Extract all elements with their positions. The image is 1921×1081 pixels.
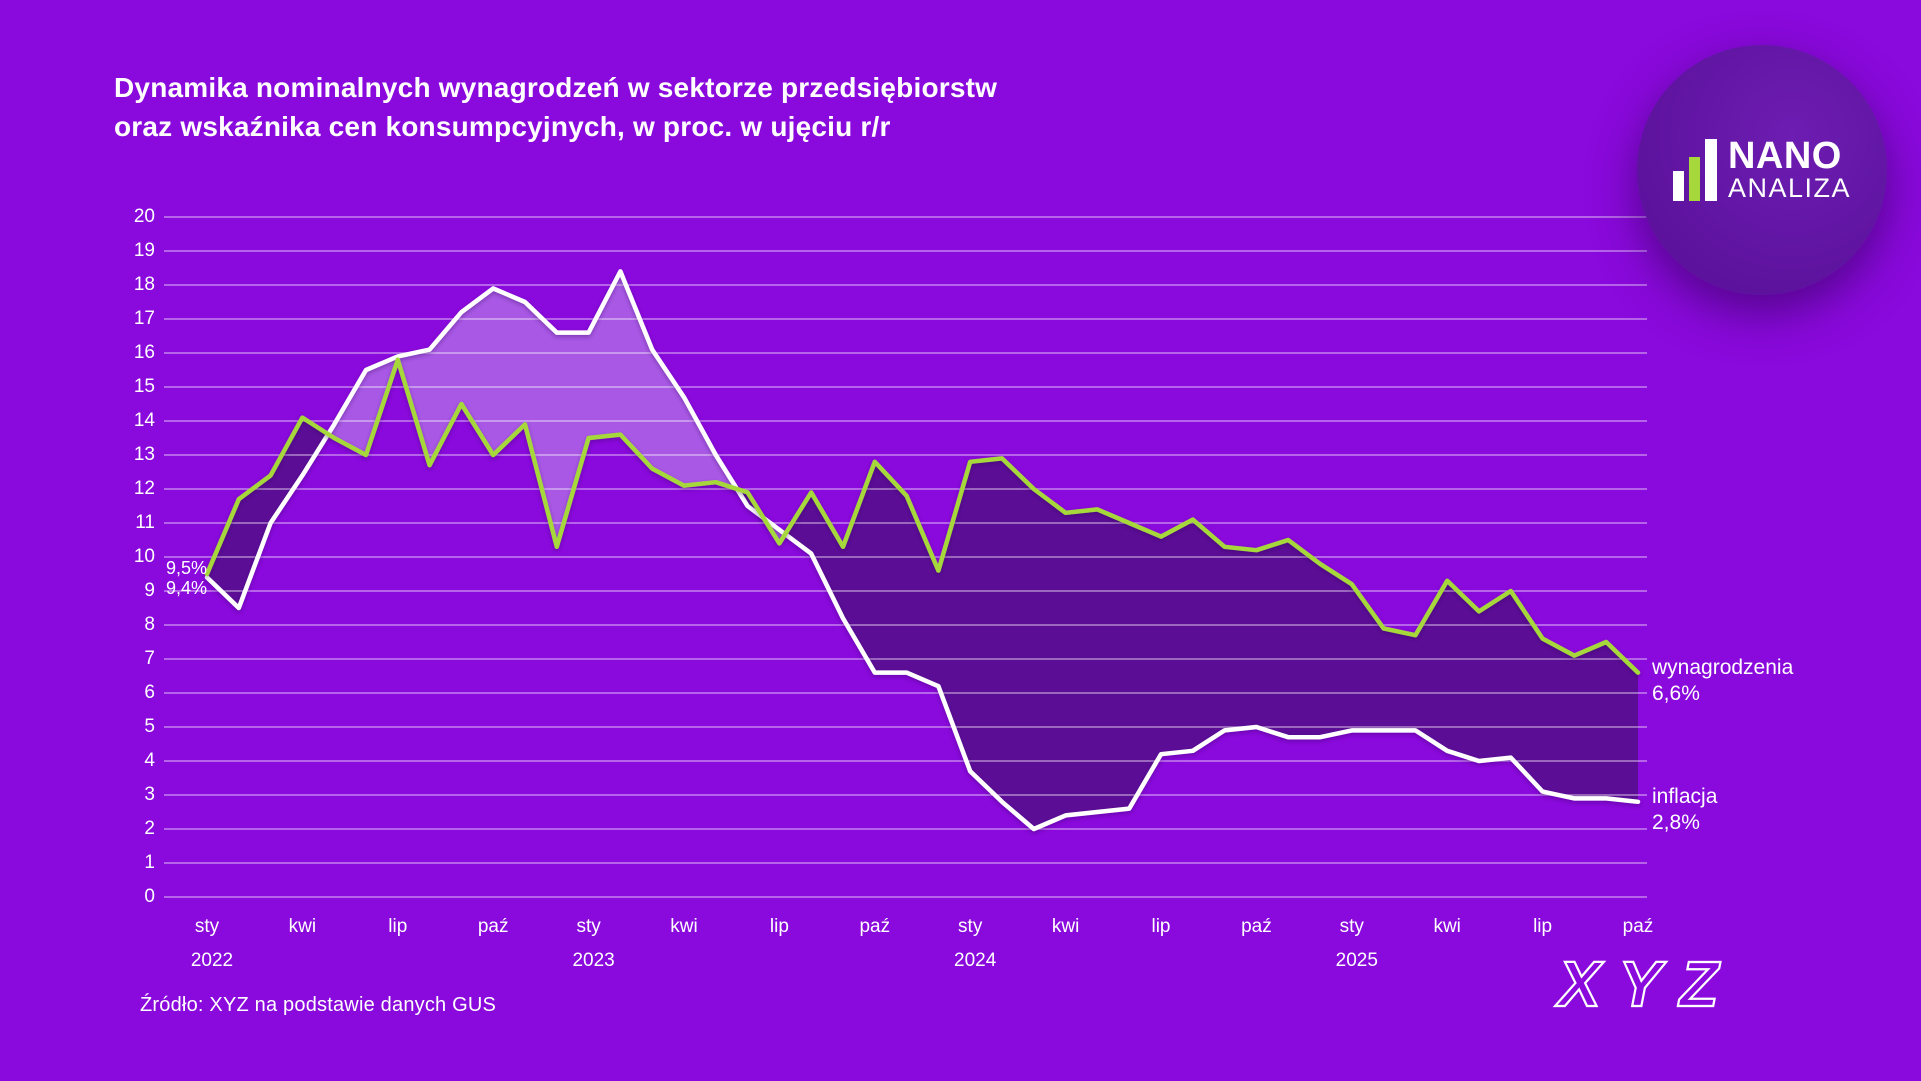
inflation-start-annotation: 9,4% (166, 578, 208, 598)
y-axis-label: 18 (133, 274, 155, 295)
y-axis-label: 17 (133, 308, 155, 329)
y-axis-label: 9 (144, 580, 155, 601)
bar-chart-icon (1672, 139, 1717, 201)
inflation-series-label: inflacja (1652, 785, 1718, 808)
x-axis-month-label: paź (1241, 916, 1272, 937)
wages-series-label: wynagrodzenia (1652, 656, 1794, 679)
x-axis-month-label: paź (1622, 916, 1654, 937)
footer-xyz-logo-text: XYZ (1555, 948, 1736, 1020)
y-axis-label: 6 (144, 682, 155, 703)
y-axis-label: 5 (144, 716, 155, 737)
fill-inflation-above (328, 271, 737, 547)
bar-medium-green (1688, 157, 1700, 201)
x-axis-month-label: lip (388, 916, 408, 937)
x-axis-month-label: kwi (288, 916, 317, 937)
x-axis-month-label: lip (1533, 916, 1553, 937)
x-axis-month-label: lip (1151, 916, 1171, 937)
x-axis-month-label: sty (1339, 916, 1364, 937)
bar-tall (1704, 139, 1717, 201)
footer-xyz-logo: XYZ (1554, 948, 1736, 1021)
inflation-line (204, 269, 1641, 832)
x-axis-month-label: kwi (1433, 916, 1461, 937)
y-axis-label: 3 (144, 784, 155, 805)
x-axis-year-label: 2024 (954, 950, 997, 971)
y-axis-label: 1 (144, 852, 155, 873)
y-axis-label: 14 (133, 410, 155, 431)
y-axis-label: 20 (133, 206, 155, 227)
x-axis-year-label: 2023 (572, 950, 615, 971)
brand-name-primary: NANO (1727, 134, 1842, 177)
y-axis-label: 7 (144, 648, 155, 669)
y-axis-label: 16 (133, 342, 155, 363)
y-axis-label: 10 (133, 546, 155, 567)
source-note: Źródło: XYZ na podstawie danych GUS (140, 994, 497, 1016)
x-axis-month-label: lip (769, 916, 789, 937)
fill-wages-above (207, 417, 329, 608)
x-axis-year-label: 2025 (1335, 950, 1378, 971)
x-axis-month-label: kwi (1051, 916, 1080, 937)
x-axis-year-label: 2022 (190, 950, 234, 971)
inflation-end-value: 2,8% (1652, 811, 1700, 834)
x-axis-month-label: sty (958, 916, 983, 937)
y-axis-label: 11 (135, 512, 155, 533)
x-axis-month-label: kwi (670, 916, 698, 937)
chart-title-line1: Dynamika nominalnych wynagrodzeń w sekto… (114, 72, 998, 103)
y-axis-label: 12 (133, 478, 155, 499)
x-axis-month-label: sty (576, 916, 601, 937)
chart-title: Dynamika nominalnych wynagrodzeń w sekto… (114, 68, 997, 146)
brand-logo-text: NANO ANALIZA (1727, 134, 1852, 203)
x-axis-month-label: sty (194, 916, 220, 937)
brand-logo-badge: NANO ANALIZA (1637, 45, 1887, 295)
y-axis-label: 4 (144, 750, 155, 771)
y-axis-label: 19 (133, 240, 155, 261)
x-axis-month-label: paź (859, 916, 891, 937)
wages-end-value: 6,6% (1652, 682, 1700, 705)
y-axis-label: 0 (144, 886, 155, 907)
y-axis-label: 13 (133, 444, 155, 465)
wages-start-annotation: 9,5% (166, 558, 208, 578)
y-axis-label: 2 (144, 818, 155, 839)
x-axis-month-label: paź (477, 916, 509, 937)
y-axis-label: 8 (144, 614, 155, 635)
y-axis-label: 15 (133, 376, 155, 397)
bar-small (1672, 171, 1684, 201)
chart-title-line2: oraz wskaźnika cen konsumpcyjnych, w pro… (114, 111, 891, 142)
wages-line (204, 357, 1641, 675)
brand-name-secondary: ANALIZA (1727, 172, 1852, 203)
